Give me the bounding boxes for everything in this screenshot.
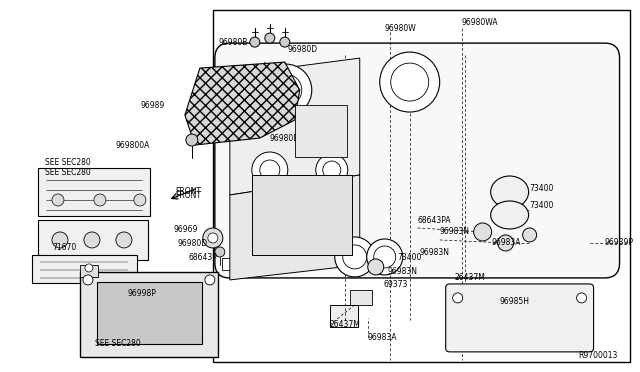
Bar bbox=[80, 265, 98, 277]
Circle shape bbox=[205, 275, 215, 285]
Text: 96980D: 96980D bbox=[288, 45, 318, 54]
Circle shape bbox=[498, 235, 514, 251]
Circle shape bbox=[52, 232, 68, 248]
Text: 96983N: 96983N bbox=[440, 227, 470, 237]
Bar bbox=[38, 168, 150, 216]
Text: 96983A: 96983A bbox=[492, 238, 521, 247]
Text: 73400: 73400 bbox=[530, 202, 554, 211]
Text: 68643P: 68643P bbox=[189, 253, 218, 263]
Text: 96980D: 96980D bbox=[178, 240, 208, 248]
Text: 68643PA: 68643PA bbox=[418, 217, 451, 225]
Bar bbox=[32, 255, 137, 283]
Bar bbox=[295, 105, 347, 157]
Bar bbox=[349, 290, 372, 305]
Circle shape bbox=[577, 293, 587, 303]
Circle shape bbox=[374, 246, 396, 268]
Circle shape bbox=[391, 63, 429, 101]
Circle shape bbox=[260, 160, 280, 180]
Text: 96983N: 96983N bbox=[388, 267, 418, 276]
Text: 73400: 73400 bbox=[397, 253, 422, 263]
Circle shape bbox=[280, 37, 290, 47]
Circle shape bbox=[343, 245, 367, 269]
Text: 96980W: 96980W bbox=[385, 23, 417, 33]
Circle shape bbox=[84, 232, 100, 248]
Text: FRONT: FRONT bbox=[175, 187, 201, 196]
Circle shape bbox=[203, 228, 223, 248]
Bar bbox=[252, 175, 352, 255]
Circle shape bbox=[523, 228, 536, 242]
Bar bbox=[222, 258, 240, 270]
FancyBboxPatch shape bbox=[445, 284, 593, 352]
Polygon shape bbox=[185, 62, 300, 145]
Bar bbox=[97, 282, 202, 344]
Circle shape bbox=[116, 232, 132, 248]
Circle shape bbox=[368, 259, 384, 275]
Circle shape bbox=[270, 74, 302, 106]
Circle shape bbox=[85, 264, 93, 272]
Circle shape bbox=[303, 213, 317, 227]
Circle shape bbox=[52, 194, 64, 206]
Circle shape bbox=[335, 237, 375, 277]
Text: 96985H: 96985H bbox=[500, 298, 530, 307]
Text: SEE SEC280: SEE SEC280 bbox=[45, 167, 91, 176]
Circle shape bbox=[316, 154, 348, 186]
Circle shape bbox=[252, 152, 288, 188]
Circle shape bbox=[83, 275, 93, 285]
Text: 96983A: 96983A bbox=[368, 333, 397, 342]
Bar bbox=[213, 10, 630, 362]
Circle shape bbox=[250, 37, 260, 47]
Text: 96980DA: 96980DA bbox=[270, 134, 305, 142]
Text: 96998P: 96998P bbox=[128, 289, 157, 298]
Circle shape bbox=[260, 64, 312, 116]
Text: 26437M: 26437M bbox=[454, 273, 486, 282]
Text: 96939P: 96939P bbox=[605, 238, 634, 247]
Polygon shape bbox=[230, 175, 360, 280]
Circle shape bbox=[380, 52, 440, 112]
Bar bbox=[330, 305, 358, 327]
Bar bbox=[255, 125, 269, 135]
Circle shape bbox=[134, 194, 146, 206]
FancyBboxPatch shape bbox=[215, 43, 620, 278]
Text: 26437M: 26437M bbox=[330, 320, 361, 329]
Circle shape bbox=[208, 233, 218, 243]
Text: 96983N: 96983N bbox=[420, 248, 450, 257]
Text: 969800A: 969800A bbox=[115, 141, 150, 150]
Text: R9700013: R9700013 bbox=[578, 352, 618, 360]
Text: 69373: 69373 bbox=[384, 280, 408, 289]
Circle shape bbox=[186, 134, 198, 146]
Text: 71670: 71670 bbox=[52, 243, 76, 253]
Ellipse shape bbox=[491, 176, 529, 208]
Text: 96980B: 96980B bbox=[218, 38, 248, 46]
Circle shape bbox=[296, 206, 324, 234]
Text: SEE SEC280: SEE SEC280 bbox=[95, 339, 141, 349]
Bar bbox=[80, 272, 218, 357]
Text: 96989: 96989 bbox=[141, 100, 165, 110]
Circle shape bbox=[367, 239, 403, 275]
Text: FRONT: FRONT bbox=[175, 192, 201, 201]
Text: 96969: 96969 bbox=[173, 225, 198, 234]
Bar bbox=[38, 220, 148, 260]
Text: 73400: 73400 bbox=[530, 185, 554, 193]
Circle shape bbox=[215, 247, 225, 257]
Circle shape bbox=[452, 293, 463, 303]
Circle shape bbox=[94, 194, 106, 206]
Polygon shape bbox=[230, 58, 360, 195]
Text: 96980WA: 96980WA bbox=[461, 17, 499, 27]
Circle shape bbox=[323, 161, 340, 179]
Ellipse shape bbox=[491, 201, 529, 229]
Circle shape bbox=[265, 33, 275, 43]
Circle shape bbox=[474, 223, 492, 241]
Text: SEE SEC280: SEE SEC280 bbox=[45, 157, 91, 167]
